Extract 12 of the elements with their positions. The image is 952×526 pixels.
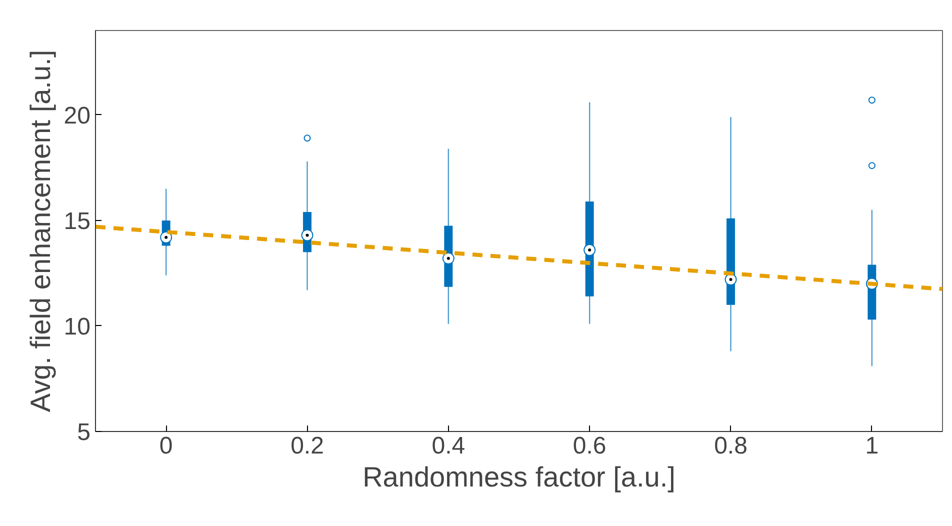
y-tick-label: 10 (64, 313, 91, 340)
x-tick-label: 0.6 (572, 432, 606, 460)
x-tick-label: 0.8 (714, 432, 748, 460)
x-tick-label: 1 (865, 432, 879, 460)
x-tick-label: 0.2 (290, 432, 324, 460)
x-tick-label: 0.4 (432, 432, 466, 460)
y-axis-title: Avg. field enhancement [a.u.] (24, 50, 56, 412)
y-tick-label: 20 (64, 102, 91, 130)
y-tick-label: 15 (64, 208, 91, 235)
y-tick-label: 5 (77, 419, 91, 446)
x-tick-label: 0 (159, 432, 173, 460)
x-axis-title: Randomness factor [a.u.] (362, 462, 676, 492)
